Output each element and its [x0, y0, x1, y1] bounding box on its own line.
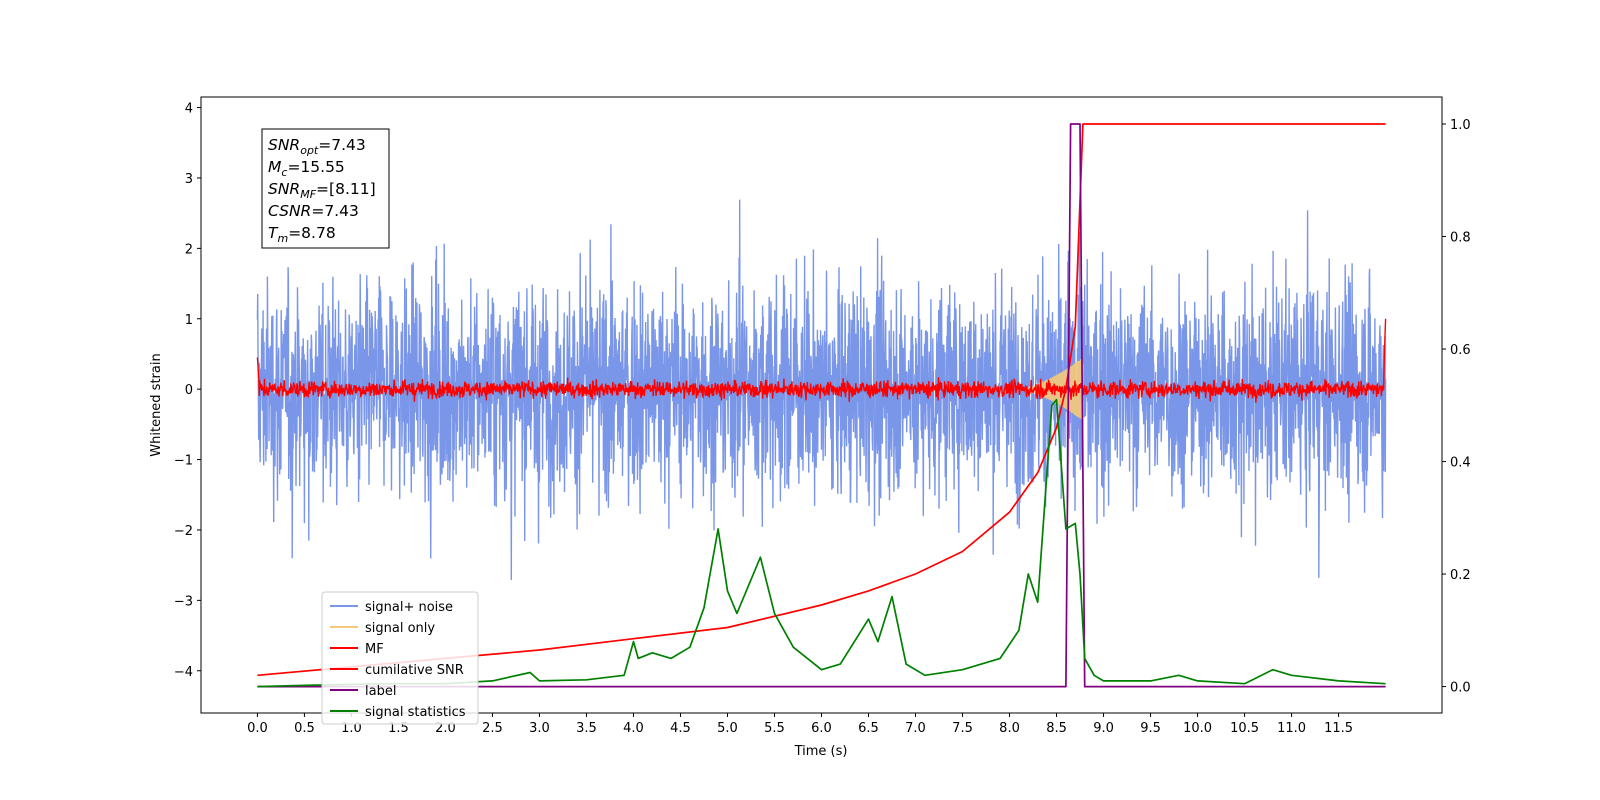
y-tick-label: 2 — [185, 242, 193, 257]
annotation-line: SNRMF=[8.11] — [268, 180, 376, 201]
x-tick-label: 1.0 — [341, 721, 362, 736]
legend-label: signal only — [365, 621, 435, 636]
series-signal-only — [1018, 358, 1084, 420]
y-axis-left: 4 3 2 1 0 −1 −2 −3 −4 — [174, 102, 201, 680]
x-tick-label: 11.0 — [1277, 721, 1306, 736]
y-tick-label: −4 — [174, 665, 193, 680]
x-tick-label: 1.5 — [388, 721, 409, 736]
x-tick-label: 6.5 — [858, 721, 879, 736]
annotation-symbol: SNR — [268, 180, 300, 198]
y-axis-label: Whitened strain — [149, 353, 164, 456]
annotation-subscript: c — [281, 166, 287, 179]
x-axis-label: Time (s) — [794, 744, 848, 759]
y-tick-label: 0 — [185, 383, 193, 398]
legend-label: signal+ noise — [365, 600, 453, 615]
legend-label: signal statistics — [365, 705, 466, 720]
annotation-value: =7.43 — [311, 202, 359, 220]
annotation-subscript: MF — [300, 188, 316, 201]
x-tick-label: 2.0 — [435, 721, 456, 736]
annotation-symbol: CSNR — [268, 202, 311, 220]
y2-tick-label: 0.8 — [1450, 231, 1471, 246]
series-cumulative-snr — [257, 123, 1386, 677]
annotation-line: Mc=15.55 — [268, 158, 345, 179]
legend: signal+ noise signal only MF cumilative SNR… — [321, 591, 479, 725]
x-tick-label: 5.5 — [764, 721, 785, 736]
x-tick-label: 4.5 — [670, 721, 691, 736]
y-axis-right: 1.0 0.8 0.6 0.4 0.2 0.0 — [1442, 118, 1471, 696]
x-tick-label: 8.5 — [1046, 721, 1067, 736]
annotation-value: =[8.11] — [316, 180, 376, 198]
annotation-subscript: opt — [300, 144, 319, 157]
series-label — [257, 123, 1386, 688]
annotation-symbol: T — [268, 224, 279, 242]
series-signal-plus-noise — [256, 199, 1387, 581]
annotation-value: =15.55 — [287, 158, 344, 176]
y-tick-label: 1 — [185, 313, 193, 328]
y-tick-label: −2 — [174, 524, 193, 539]
x-tick-label: 8.0 — [999, 721, 1020, 736]
series-layer — [256, 123, 1387, 688]
x-tick-label: 6.0 — [811, 721, 832, 736]
legend-label: cumilative SNR — [365, 663, 464, 678]
annotation-subscript: m — [277, 232, 288, 245]
x-tick-label: 9.0 — [1093, 721, 1114, 736]
y2-tick-label: 0.6 — [1450, 343, 1471, 358]
annotation-box-frame — [261, 128, 390, 249]
x-tick-label: 3.5 — [576, 721, 597, 736]
y2-tick-label: 0.2 — [1450, 568, 1471, 583]
annotation-box: SNRopt=7.43Mc=15.55SNRMF=[8.11]CSNR=7.43… — [261, 128, 390, 249]
annotation-symbol: M — [268, 158, 281, 176]
series-mf — [256, 318, 1387, 403]
y2-tick-label: 1.0 — [1450, 118, 1471, 133]
y2-tick-label: 0.0 — [1450, 681, 1471, 696]
y2-tick-label: 0.4 — [1450, 456, 1471, 471]
x-tick-label: 5.0 — [717, 721, 738, 736]
y-tick-label: 4 — [185, 102, 193, 117]
y-tick-label: −3 — [174, 594, 193, 609]
x-tick-label: 2.5 — [482, 721, 503, 736]
annotation-line: SNRopt=7.43 — [268, 136, 366, 157]
annotation-line: Tm=8.78 — [268, 224, 336, 245]
x-axis: 0.0 0.5 1.0 1.5 2.0 2.5 3.0 3.5 4.0 4.5 5.0 5.5 6.0 6… — [247, 713, 1353, 736]
y-tick-label: 3 — [185, 172, 193, 187]
legend-label: label — [365, 684, 396, 699]
x-tick-label: 3.0 — [529, 721, 550, 736]
x-tick-label: 4.0 — [623, 721, 644, 736]
legend-frame — [321, 591, 479, 725]
x-tick-label: 7.0 — [905, 721, 926, 736]
annotation-line: CSNR=7.43 — [268, 202, 359, 220]
x-tick-label: 0.5 — [294, 721, 315, 736]
legend-label: MF — [365, 642, 384, 657]
x-tick-label: 9.5 — [1140, 721, 1161, 736]
x-tick-label: 0.0 — [247, 721, 268, 736]
x-tick-label: 10.5 — [1230, 721, 1259, 736]
annotation-value: =7.43 — [318, 136, 366, 154]
annotation-symbol: SNR — [268, 136, 300, 154]
x-tick-label: 10.0 — [1183, 721, 1212, 736]
y-tick-label: −1 — [174, 454, 193, 469]
annotation-value: =8.78 — [288, 224, 336, 242]
x-tick-label: 11.5 — [1324, 721, 1353, 736]
x-tick-label: 7.5 — [952, 721, 973, 736]
